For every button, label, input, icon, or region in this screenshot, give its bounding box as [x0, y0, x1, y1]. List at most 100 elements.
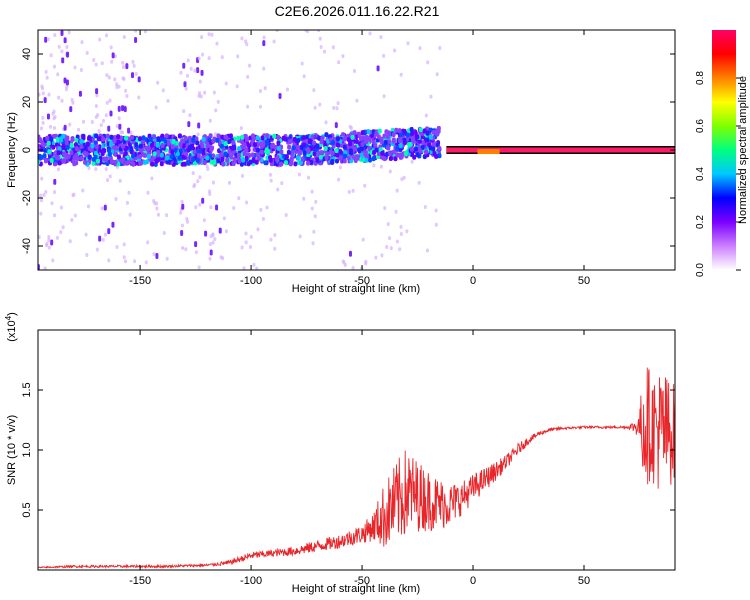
spectrogram-band-cell: [255, 135, 260, 141]
spectrogram-speckle: [313, 214, 317, 219]
spectrogram-band-cell: [397, 128, 402, 134]
snr-series-line: [38, 367, 675, 570]
spectrogram-speckle: [104, 167, 108, 172]
spectrogram-speckle: [110, 59, 114, 64]
spectrogram-band-cell: [335, 152, 340, 158]
spectrogram-band-cell: [59, 137, 64, 143]
spectrogram-speckle: [423, 204, 427, 209]
spectrogram-speckle: [87, 166, 91, 171]
spectrogram-speckle: [46, 37, 50, 42]
spectrogram-band-cell: [101, 136, 106, 142]
spectrogram-speckle: [131, 59, 135, 64]
spectrogram-speckle: [166, 98, 170, 103]
spectrogram-band-cell: [82, 150, 87, 156]
spectrogram-band-cell: [243, 133, 248, 139]
spectrogram-speckle: [94, 104, 98, 109]
spectrogram-speckle: [278, 93, 282, 100]
spectrogram-band-cell: [341, 132, 346, 138]
spectrogram-speckle: [418, 46, 422, 51]
spectrogram-band-cell: [42, 153, 47, 159]
spectrogram-speckle: [302, 196, 306, 201]
spectrogram-speckle: [50, 239, 54, 246]
spectrogram-band-cell: [354, 139, 359, 145]
spectrogram-band-cell: [119, 136, 124, 142]
spectrogram-speckle: [307, 175, 311, 180]
spectrogram-speckle: [129, 130, 133, 135]
snr-ylabel: SNR (10 * v/v): [6, 415, 18, 485]
spectrogram-speckle: [194, 205, 198, 210]
spectrogram-speckle: [81, 188, 85, 193]
spectrogram-band-cell: [159, 161, 164, 167]
spectrogram-band-cell: [101, 147, 106, 153]
spectrogram-band-cell: [142, 152, 147, 158]
spectrogram-band-cell: [373, 143, 378, 149]
spectrogram-speckle: [85, 51, 89, 56]
spectrogram-speckle: [47, 238, 51, 243]
spectrogram-speckle: [40, 84, 44, 89]
spectrogram-speckle: [348, 250, 352, 257]
spectrogram-band-cell: [138, 136, 143, 142]
spectrogram-band-cell: [250, 152, 255, 158]
spectrogram-band-cell: [61, 133, 66, 139]
spectrogram-band-cell: [317, 135, 322, 141]
spectrogram-speckle: [59, 230, 63, 235]
x-tick-label: -100: [240, 275, 262, 287]
spectrogram-speckle: [121, 130, 125, 135]
spectrogram-band-cell: [116, 154, 121, 160]
spectrogram-speckle: [361, 237, 365, 242]
spectrogram-speckle: [108, 98, 112, 103]
spectrogram-band-cell: [209, 147, 214, 153]
spectrogram-band-cell: [324, 132, 329, 138]
spectrogram-speckle: [383, 206, 387, 211]
spectrogram-band-cell: [385, 145, 390, 151]
spectrogram-speckle: [245, 200, 249, 205]
spectrogram-speckle: [60, 30, 64, 36]
spectrogram-band-cell: [160, 133, 165, 139]
spectrogram-band-cell: [91, 160, 96, 166]
spectrogram-speckle: [261, 216, 265, 221]
spectrogram-band-cell: [57, 146, 62, 152]
spectrogram-band-cell: [302, 150, 307, 156]
spectrogram-speckle: [262, 40, 266, 47]
spectrogram-speckle: [393, 48, 397, 53]
spectrogram-speckle: [123, 106, 127, 113]
spectrogram-speckle: [68, 122, 72, 127]
spectrogram-band-cell: [83, 159, 88, 165]
spectrogram-speckle: [237, 196, 241, 201]
spectrogram-band-cell: [211, 153, 216, 159]
spectrogram-speckle: [53, 190, 57, 195]
spectrogram-speckle: [111, 52, 115, 59]
spectrogram-speckle: [146, 240, 150, 245]
spectrogram-band-cell: [43, 158, 48, 164]
spectrogram-band-cell: [338, 149, 343, 155]
spectrogram-speckle: [131, 72, 135, 79]
spectrogram-band-cell: [223, 151, 228, 157]
spectrogram-band-cell: [74, 138, 79, 144]
y-tick-label: 1.0: [21, 442, 33, 457]
colorbar-tick-label: 0.4: [695, 167, 706, 181]
spectrogram-speckle: [273, 233, 277, 238]
spectrogram-band-cell: [398, 152, 403, 158]
spectrogram-band-cell: [334, 148, 339, 154]
spectrogram-speckle: [184, 247, 188, 252]
spectrogram-band-cell: [286, 149, 291, 155]
spectrogram-band-cell: [270, 143, 275, 149]
spectrogram-band-cell: [197, 149, 202, 155]
spectrogram-speckle: [318, 36, 322, 41]
spectrogram-band-cell: [62, 151, 67, 157]
spectrogram-band-cell: [395, 152, 400, 158]
spectrogram-band-cell: [287, 144, 292, 150]
spectrogram-speckle: [103, 232, 107, 237]
spectrogram-speckle: [343, 262, 347, 267]
spectrogram-band-cell: [146, 146, 151, 152]
spectrogram-x-ticks: -150 -100 -50 0 50: [129, 30, 590, 287]
spectrogram-band-cell: [81, 135, 86, 141]
spectrogram-speckle: [314, 199, 318, 204]
spectrogram-band-cell: [318, 154, 323, 160]
spectrogram-speckle: [107, 228, 111, 235]
spectrogram-band-cell: [209, 159, 214, 165]
spectrogram-speckle: [180, 229, 184, 236]
spectrogram-speckle: [399, 72, 403, 77]
spectrogram-band-cell: [79, 155, 84, 161]
spectrogram-band-cell: [289, 160, 294, 166]
